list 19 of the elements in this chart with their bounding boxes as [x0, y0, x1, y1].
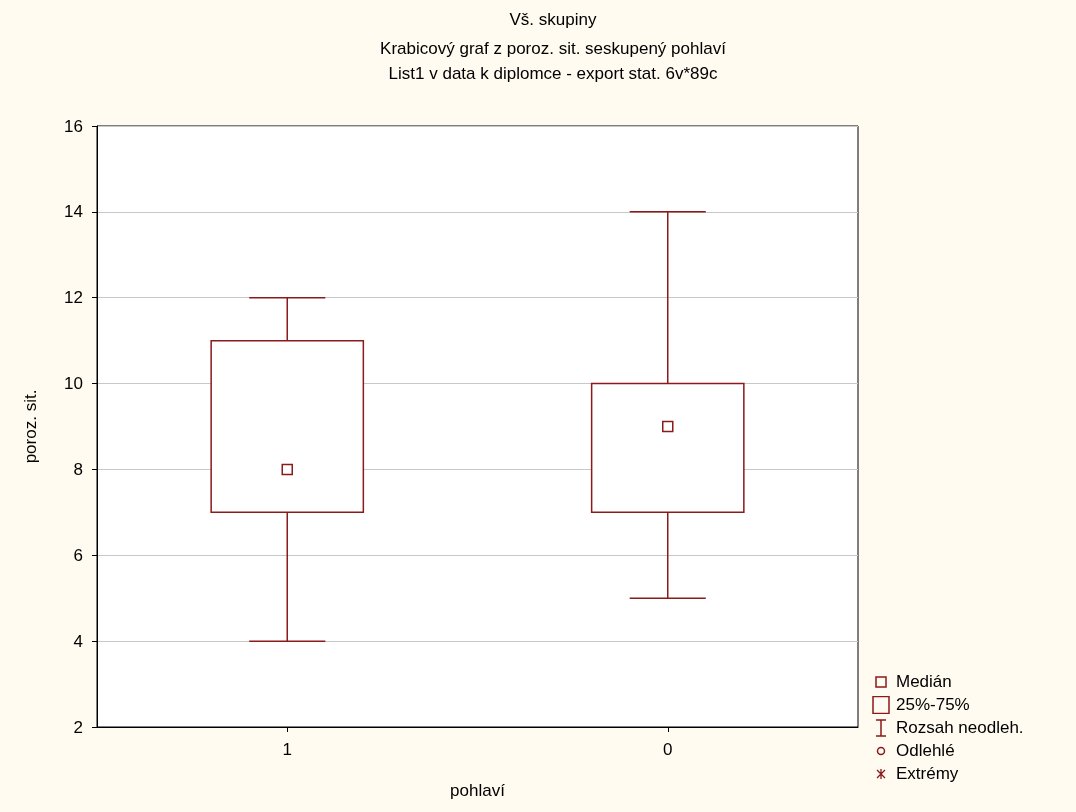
- y-tick-label: 6: [73, 545, 83, 565]
- text: Odlehlé: [896, 740, 955, 761]
- text: Medián: [896, 671, 952, 692]
- y-tick-label: 14: [64, 202, 83, 222]
- y-tick-label: 16: [64, 116, 83, 136]
- chart-title: Vš. skupiny: [509, 10, 597, 29]
- text: Rozsah neodleh.: [896, 717, 1024, 738]
- y-tick-label: 10: [64, 374, 83, 394]
- x-tick-label: 0: [663, 740, 673, 759]
- text: 25%-75%: [896, 694, 970, 715]
- y-axis-title: poroz. sit.: [21, 389, 40, 464]
- y-tick-label: 8: [73, 459, 83, 479]
- y-tick-label: 4: [73, 631, 83, 651]
- y-tick-label: 2: [73, 717, 83, 737]
- x-axis-title: pohlaví: [450, 781, 506, 800]
- y-tick-label: 12: [64, 288, 83, 308]
- x-tick-label: 1: [282, 740, 292, 759]
- chart-subtitle: Krabicový graf z poroz. sit. seskupený pohlaví List1 v data k diplomce - export stat. 6v*89c: [380, 39, 727, 83]
- text: Extrémy: [896, 763, 959, 784]
